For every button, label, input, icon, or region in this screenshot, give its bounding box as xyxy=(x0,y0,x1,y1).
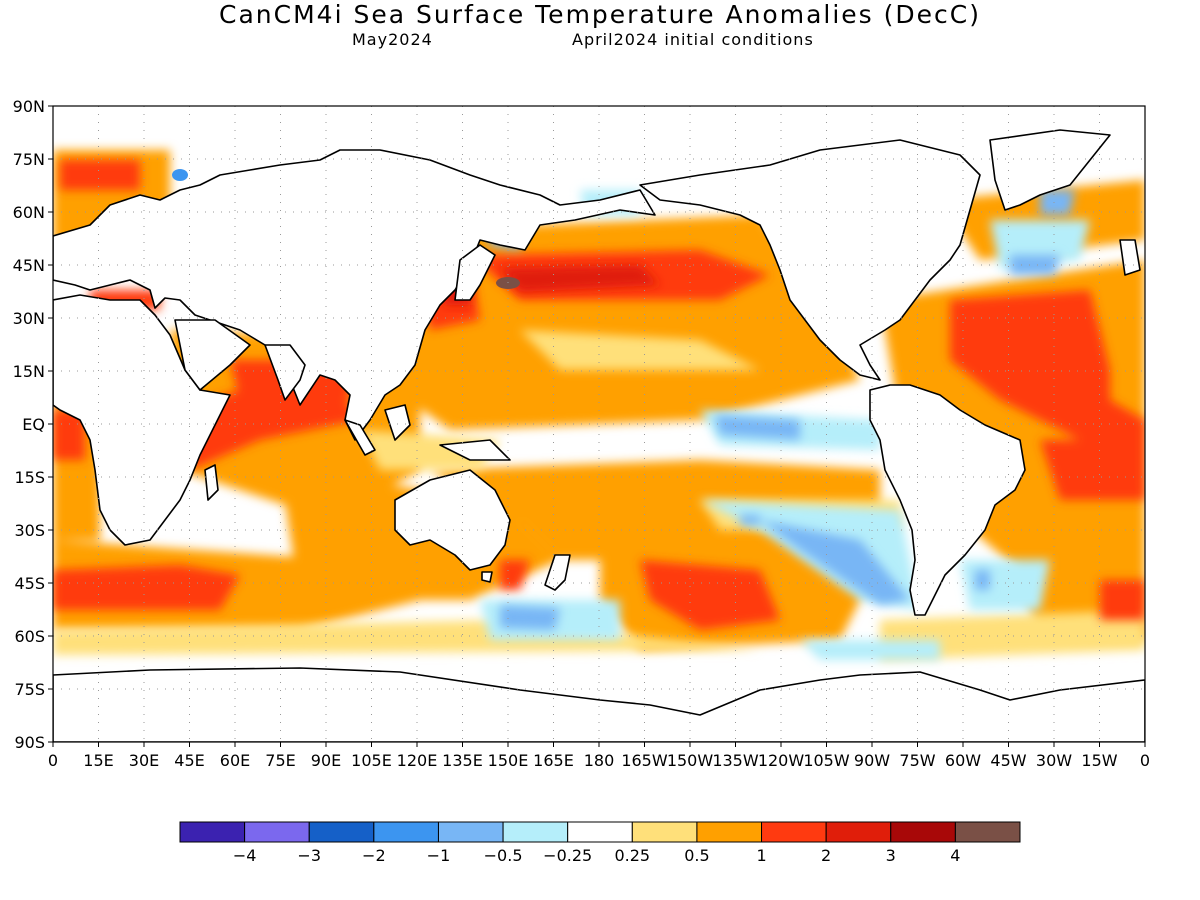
lat-tick-label: EQ xyxy=(22,415,45,434)
australia-land xyxy=(394,469,511,571)
newguinea-land xyxy=(439,439,511,461)
colorbar-swatch xyxy=(631,821,698,843)
lat-tick-label: 45S xyxy=(14,574,45,593)
lat-tick-label: 15N xyxy=(13,362,45,381)
lat-tick-label: 30S xyxy=(14,521,45,540)
lon-tick-label: 75W xyxy=(899,751,935,770)
lat-tick-label: 60N xyxy=(13,203,45,222)
japan-land xyxy=(454,244,496,301)
longitude-axis: 0 15E 30E 45E 60E 75E 90E 105E 120E 135E 150E 165E 1… xyxy=(48,742,1150,770)
colorbar-label: −3 xyxy=(297,846,321,865)
lon-tick-label: 30E xyxy=(129,751,159,770)
colorbar-label: −0.25 xyxy=(543,846,592,865)
lon-tick-label: 120E xyxy=(397,751,438,770)
madagascar-land xyxy=(204,464,219,501)
india-land xyxy=(264,344,306,401)
lon-tick-label: 15W xyxy=(1081,751,1117,770)
lon-tick-label: 45W xyxy=(990,751,1026,770)
lon-tick-label: 0 xyxy=(48,751,58,770)
lon-tick-label: 165W xyxy=(621,751,668,770)
lat-tick-label: 30N xyxy=(13,309,45,328)
borneo-land xyxy=(384,404,411,441)
lon-tick-label: 150W xyxy=(667,751,714,770)
colorbar-label: 1 xyxy=(756,846,766,865)
sumatra-land xyxy=(344,419,376,456)
tasmania-land xyxy=(481,571,493,583)
colorbar-label: 2 xyxy=(821,846,831,865)
north-america-land xyxy=(639,139,981,381)
lon-tick-label: 105W xyxy=(803,751,850,770)
colorbar-swatch xyxy=(954,821,1021,843)
colorbar-label: 4 xyxy=(950,846,960,865)
lon-tick-label: 90E xyxy=(311,751,341,770)
lon-tick-label: 90W xyxy=(854,751,890,770)
south-america-land xyxy=(869,384,1026,616)
uk-land xyxy=(1119,239,1141,276)
eurasia-land xyxy=(53,149,656,441)
lon-tick-label: 120W xyxy=(758,751,805,770)
lat-tick-label: 75S xyxy=(14,680,45,699)
lon-tick-label: 60W xyxy=(945,751,981,770)
colorbar-swatch xyxy=(567,821,633,843)
colorbar-swatch xyxy=(502,821,569,843)
lat-tick-label: 45N xyxy=(13,256,45,275)
colorbar-label: 3 xyxy=(886,846,896,865)
lon-tick-label: 105E xyxy=(351,751,392,770)
lon-tick-label: 180 xyxy=(584,751,615,770)
colorbar-swatch xyxy=(308,821,375,843)
lon-tick-label: 15E xyxy=(83,751,113,770)
colorbar-swatch xyxy=(437,821,504,843)
lon-tick-label: 135E xyxy=(442,751,483,770)
lon-tick-label: 30W xyxy=(1036,751,1072,770)
antarctica-land xyxy=(53,667,1145,742)
colorbar-swatch xyxy=(890,821,956,843)
colorbar-label: 0.25 xyxy=(614,846,650,865)
land-masses xyxy=(53,129,1145,742)
lon-tick-label: 135W xyxy=(712,751,759,770)
colorbar-swatch xyxy=(825,821,892,843)
lat-tick-label: 15S xyxy=(14,468,45,487)
lon-tick-label: 75E xyxy=(265,751,295,770)
colorbar-swatch xyxy=(179,821,246,843)
lon-tick-label: 165E xyxy=(533,751,574,770)
lat-tick-label: 60S xyxy=(14,627,45,646)
colorbar-swatch xyxy=(761,821,827,843)
lon-tick-label: 60E xyxy=(220,751,250,770)
initial-conditions-label: April2024 initial conditions xyxy=(572,30,814,49)
lon-tick-label: 150E xyxy=(488,751,529,770)
lon-tick-label: 45E xyxy=(174,751,204,770)
arabia-land xyxy=(174,319,251,391)
colorbar-label: −4 xyxy=(233,846,257,865)
colorbar-label: 0.5 xyxy=(684,846,709,865)
colorbar-swatch xyxy=(373,821,439,843)
lat-tick-label: 90N xyxy=(13,97,45,116)
colorbar-label: −2 xyxy=(362,846,386,865)
greenland-land xyxy=(989,129,1111,211)
africa-land xyxy=(53,294,231,546)
colorbar-swatch xyxy=(244,821,310,843)
latitude-axis: 90N 75N 60N 45N 30N 15N EQ 15S 30S 45S 60S 75S 90S xyxy=(13,97,53,752)
newzealand-land xyxy=(544,554,571,591)
colorbar-label: −0.5 xyxy=(484,846,523,865)
colorbar: −4 −3 −2 −1 −0.5 −0.25 0.25 0.5 1 2 3 4 xyxy=(179,821,1021,865)
map-title: CanCM4i Sea Surface Temperature Anomalie… xyxy=(219,0,981,29)
colorbar-swatch xyxy=(696,821,763,843)
lat-tick-label: 75N xyxy=(13,150,45,169)
colorbar-label: −1 xyxy=(427,846,451,865)
lon-tick-label: 0 xyxy=(1140,751,1150,770)
lat-tick-label: 90S xyxy=(14,733,45,752)
forecast-month: May2024 xyxy=(352,30,433,49)
anomaly-0.25-to-0.5 xyxy=(53,330,1145,660)
